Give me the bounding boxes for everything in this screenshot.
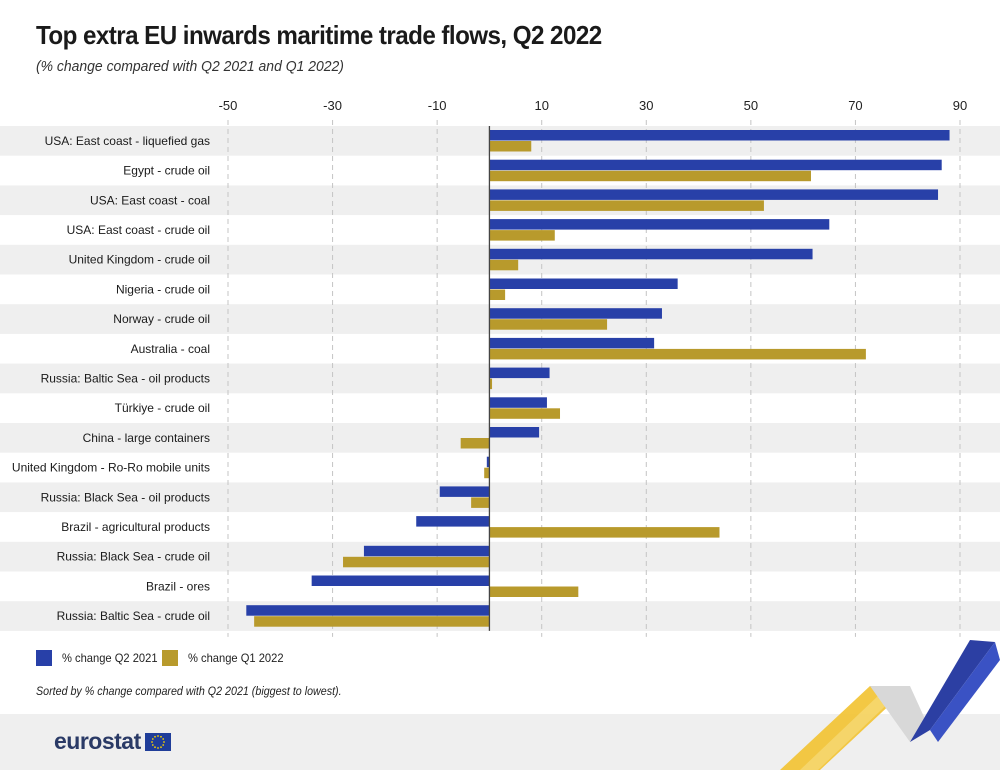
flag-star: [162, 740, 165, 743]
bar-q1-2022: [489, 170, 811, 182]
bar-q1-2022: [489, 348, 866, 360]
flag-star: [156, 746, 159, 749]
category-label: Australia - coal: [131, 342, 210, 356]
bar-q1-2022: [489, 527, 720, 538]
category-label: Russia: Black Sea - crude oil: [57, 550, 210, 564]
bar-q1-2022: [489, 378, 493, 390]
category-label: Russia: Baltic Sea - oil products: [41, 371, 210, 385]
bar-q2-2021: [246, 605, 490, 616]
bar-q2-2021: [489, 397, 547, 408]
bar-q2-2021: [489, 308, 662, 319]
legend-label-q2-2021: % change Q2 2021: [62, 651, 158, 665]
category-label: Brazil - ores: [146, 579, 210, 593]
x-tick-label: 30: [639, 98, 653, 113]
bar-q2-2021: [416, 516, 490, 527]
bar-q1-2022: [254, 616, 490, 627]
flag-star: [159, 735, 162, 738]
category-labels: USA: East coast - liquefied gas Egypt - c…: [12, 134, 210, 623]
row-stripe: [0, 601, 1000, 631]
category-label: United Kingdom - Ro-Ro mobile units: [12, 461, 210, 475]
bar-q2-2021: [439, 486, 490, 497]
flag-star: [162, 743, 164, 746]
chart-title: Top extra EU inwards maritime trade flow…: [36, 20, 602, 50]
x-tick-label: 70: [848, 98, 862, 113]
category-label: United Kingdom - crude oil: [69, 253, 210, 267]
row-stripe: [0, 482, 1000, 513]
bar-q2-2021: [311, 575, 490, 586]
category-label: Türkiye - crude oil: [115, 401, 210, 415]
bar-q2-2021: [489, 427, 540, 438]
legend-item-q2-2021: % change Q2 2021: [36, 650, 165, 666]
legend-label-q1-2022: % change Q1 2022: [188, 651, 284, 665]
x-tick-label: -30: [323, 98, 342, 113]
flag-star: [150, 740, 153, 743]
bars: [246, 130, 950, 627]
category-label: China - large containers: [83, 431, 210, 445]
x-tick-label: -50: [219, 98, 238, 113]
bar-q1-2022: [489, 230, 555, 241]
bar-q1-2022: [343, 556, 490, 568]
flag-star: [153, 735, 156, 738]
bar-q1-2022: [489, 141, 532, 152]
bar-chart: -50 -30 -10 10 30 50 70 90 USA: East coast - li…: [0, 98, 1000, 637]
category-label: Russia: Black Sea - oil products: [41, 490, 210, 504]
decorative-ribbon-graphic: [780, 640, 1000, 770]
bar-q1-2022: [489, 408, 561, 419]
bar-q1-2022: [484, 467, 490, 479]
bar-q2-2021: [486, 456, 490, 468]
eu-flag-icon: [144, 732, 171, 751]
x-tick-label: 10: [534, 98, 548, 113]
category-label: Nigeria - crude oil: [116, 282, 210, 296]
category-label: USA: East coast - coal: [90, 193, 210, 207]
legend-swatch-q2-2021: [36, 650, 52, 666]
bar-q2-2021: [489, 189, 939, 200]
bar-q1-2022: [489, 586, 579, 597]
flag-star: [153, 745, 156, 748]
bar-q1-2022: [471, 497, 490, 508]
bar-q2-2021: [489, 159, 942, 171]
legend-item-q1-2022: % change Q1 2022: [162, 650, 291, 666]
x-tick-label: 90: [953, 98, 967, 113]
legend-swatch-q1-2022: [162, 650, 178, 666]
flag-star: [156, 734, 159, 737]
category-label: Russia: Baltic Sea - crude oil: [57, 609, 210, 623]
brand-name: eurostat: [54, 728, 141, 754]
bar-q2-2021: [489, 130, 950, 141]
x-tick-label: -10: [428, 98, 447, 113]
bar-q2-2021: [489, 337, 655, 349]
x-tick-label: 50: [744, 98, 758, 113]
bar-q1-2022: [489, 259, 519, 271]
footnote: Sorted by % change compared with Q2 2021…: [36, 686, 342, 698]
category-label: USA: East coast - crude oil: [67, 223, 210, 237]
eurostat-logo: eurostat: [54, 728, 171, 755]
chart-subtitle: (% change compared with Q2 2021 and Q1 2…: [36, 58, 344, 75]
bar-q2-2021: [489, 278, 678, 289]
x-axis-tick-labels: -50 -30 -10 10 30 50 70 90: [219, 98, 968, 113]
bar-q2-2021: [363, 545, 490, 557]
bar-q1-2022: [489, 289, 506, 300]
category-label: USA: East coast - liquefied gas: [45, 134, 210, 148]
category-label: Norway - crude oil: [113, 312, 210, 326]
category-label: Egypt - crude oil: [123, 164, 210, 178]
category-label: Brazil - agricultural products: [61, 520, 210, 534]
bar-q1-2022: [489, 319, 608, 330]
flag-star: [159, 745, 162, 748]
flag-star: [151, 737, 154, 740]
bar-q1-2022: [460, 438, 490, 449]
bar-q1-2022: [489, 200, 764, 211]
bar-q2-2021: [489, 219, 830, 230]
flag-star: [151, 743, 154, 746]
bar-q2-2021: [489, 248, 813, 260]
row-stripe: [0, 541, 1000, 572]
bar-q2-2021: [489, 367, 550, 379]
flag-star: [162, 737, 164, 740]
